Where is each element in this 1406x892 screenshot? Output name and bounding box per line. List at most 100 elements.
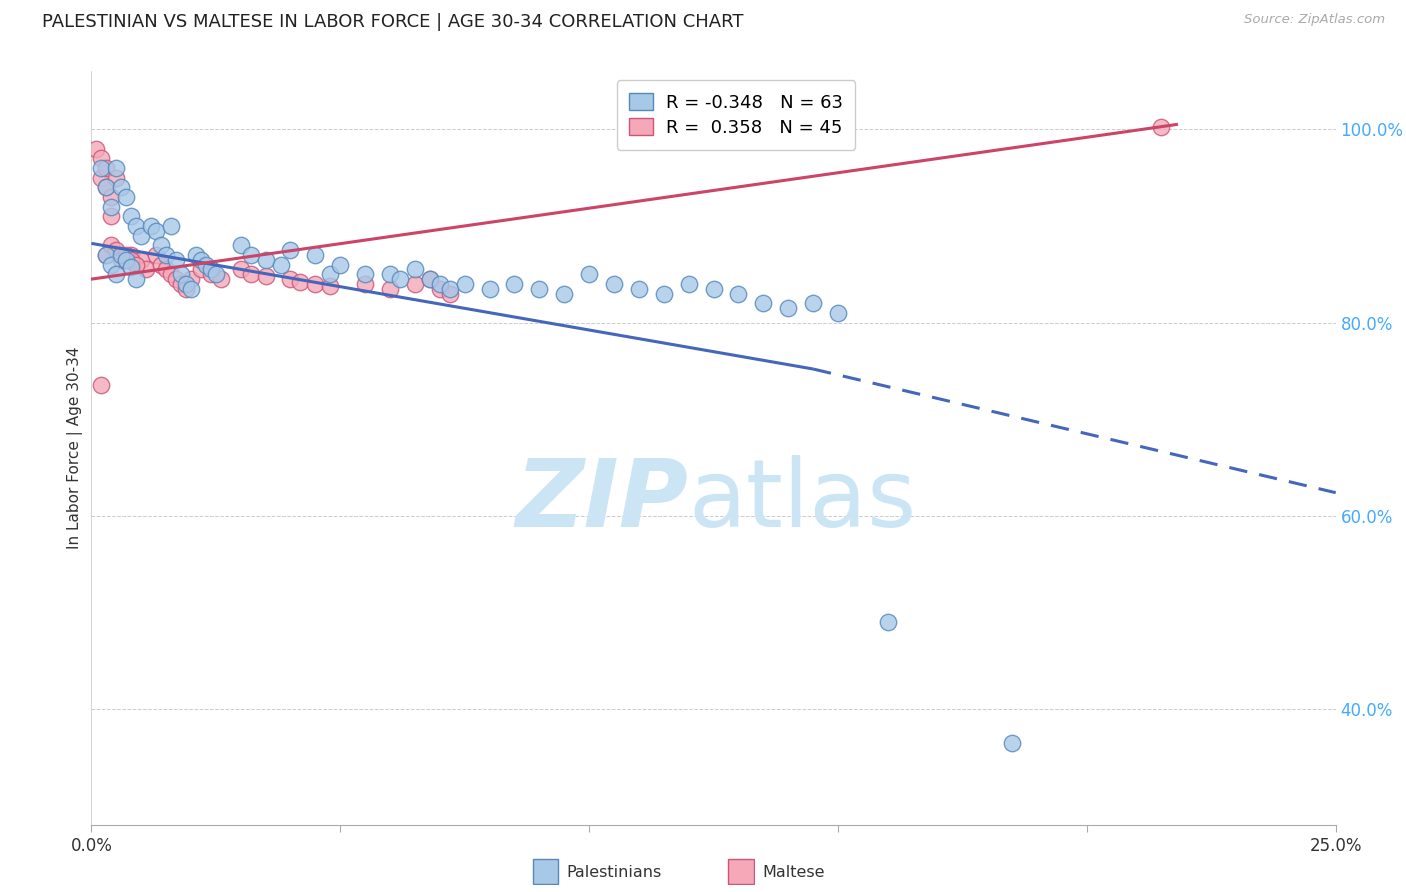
Point (478, 282, 501, 296)
Point (503, 277, 526, 291)
Point (139, 219, 162, 233)
Point (652, 286, 675, 301)
Point (155, 248, 177, 262)
Point (280, 272, 302, 286)
Point (105, 170, 128, 185)
Point (209, 272, 232, 286)
Point (453, 277, 475, 291)
Point (239, 248, 262, 262)
Point (180, 272, 202, 286)
Point (229, 238, 252, 252)
Point (378, 282, 401, 296)
Point (254, 252, 277, 267)
Point (329, 258, 352, 272)
Point (194, 258, 217, 272)
Point (145, 224, 167, 238)
Point (752, 296, 775, 310)
Point (174, 282, 197, 296)
Point (354, 277, 377, 291)
Point (120, 260, 142, 274)
Point (100, 209, 122, 223)
Point (190, 252, 212, 267)
Point (115, 248, 138, 262)
Point (96, 248, 118, 262)
Point (100, 200, 122, 214)
Point (827, 306, 849, 320)
Point (319, 279, 342, 293)
Point (319, 268, 342, 282)
Point (86, 142, 108, 156)
Point (280, 243, 302, 257)
Point (96, 248, 118, 262)
Point (205, 268, 228, 282)
Point (160, 268, 183, 282)
Point (170, 268, 193, 282)
Point (129, 228, 152, 243)
Point (174, 277, 197, 291)
Point (155, 262, 177, 277)
Text: Source: ZipAtlas.com: Source: ZipAtlas.com (1244, 13, 1385, 27)
Point (627, 282, 650, 296)
Point (429, 277, 451, 291)
Text: ZIP: ZIP (516, 455, 689, 547)
Point (105, 161, 128, 175)
Point (603, 277, 626, 291)
Point (100, 258, 122, 272)
Point (100, 190, 122, 204)
Point (125, 272, 148, 286)
Point (105, 268, 128, 282)
Point (439, 282, 461, 296)
Point (165, 252, 187, 267)
Point (150, 238, 173, 252)
Point (778, 301, 800, 315)
Point (200, 268, 222, 282)
Point (150, 258, 173, 272)
Point (439, 286, 461, 301)
Point (270, 258, 292, 272)
Point (110, 248, 132, 262)
Point (165, 272, 187, 286)
Text: Maltese: Maltese (762, 865, 824, 880)
Point (105, 243, 128, 257)
Point (145, 248, 167, 262)
Text: Palestinians: Palestinians (567, 865, 662, 880)
Point (100, 238, 122, 252)
Point (129, 252, 152, 267)
Point (200, 262, 222, 277)
Point (96, 180, 118, 194)
Point (125, 219, 148, 233)
Point (184, 248, 207, 262)
Point (801, 296, 824, 310)
Point (304, 248, 326, 262)
Point (702, 282, 725, 296)
Point (96, 180, 118, 194)
Point (120, 248, 142, 262)
Point (90, 378, 112, 392)
Point (290, 275, 312, 289)
Point (110, 180, 132, 194)
Point (229, 262, 252, 277)
Legend: R = -0.348   N = 63, R =  0.358   N = 45: R = -0.348 N = 63, R = 0.358 N = 45 (617, 80, 855, 150)
Point (304, 277, 326, 291)
Point (125, 258, 148, 272)
Point (115, 190, 138, 204)
Point (578, 268, 600, 282)
Text: PALESTINIAN VS MALTESE IN LABOR FORCE | AGE 30-34 CORRELATION CHART: PALESTINIAN VS MALTESE IN LABOR FORCE | … (42, 13, 744, 31)
Point (678, 277, 700, 291)
Point (529, 282, 551, 296)
Point (120, 209, 142, 223)
Point (90, 170, 112, 185)
Y-axis label: In Labor Force | Age 30-34: In Labor Force | Age 30-34 (67, 347, 83, 549)
Point (876, 615, 898, 630)
Text: atlas: atlas (689, 455, 917, 547)
Point (404, 262, 426, 277)
Point (190, 262, 212, 277)
Point (170, 277, 193, 291)
Point (254, 269, 277, 284)
Point (90, 161, 112, 175)
Point (135, 262, 157, 277)
Point (727, 286, 749, 301)
Point (120, 252, 142, 267)
Point (1150, 120, 1173, 135)
Point (160, 219, 183, 233)
